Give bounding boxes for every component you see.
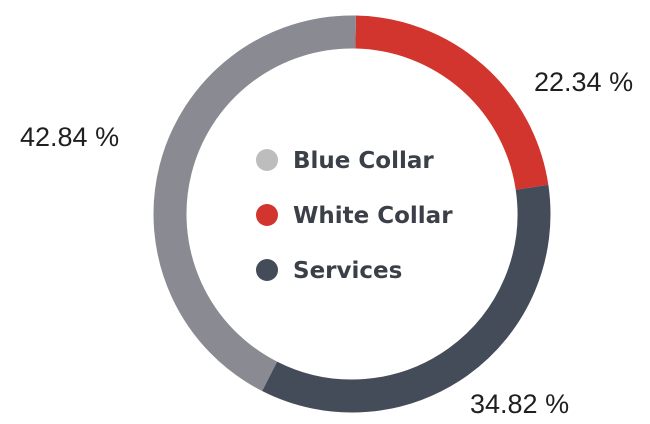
donut-slices <box>153 15 551 413</box>
slice-blue-collar <box>153 15 356 391</box>
legend-swatch-services <box>256 259 278 281</box>
value-label-blue-collar: 42.84 % <box>20 122 119 152</box>
slice-services <box>262 184 551 413</box>
value-label-services: 34.82 % <box>470 389 569 419</box>
slice-white-collar <box>355 15 549 190</box>
legend-label-blue-collar: Blue Collar <box>293 148 434 174</box>
legend-label-white-collar: White Collar <box>293 203 453 229</box>
value-label-white-collar: 22.34 % <box>534 67 633 97</box>
legend-swatch-blue-collar <box>256 149 278 171</box>
legend: Blue Collar White Collar Services <box>256 148 453 284</box>
legend-label-services: Services <box>293 258 402 284</box>
legend-item-white-collar: White Collar <box>256 203 453 229</box>
legend-item-services: Services <box>256 258 402 284</box>
legend-item-blue-collar: Blue Collar <box>256 148 434 174</box>
legend-swatch-white-collar <box>256 204 278 226</box>
